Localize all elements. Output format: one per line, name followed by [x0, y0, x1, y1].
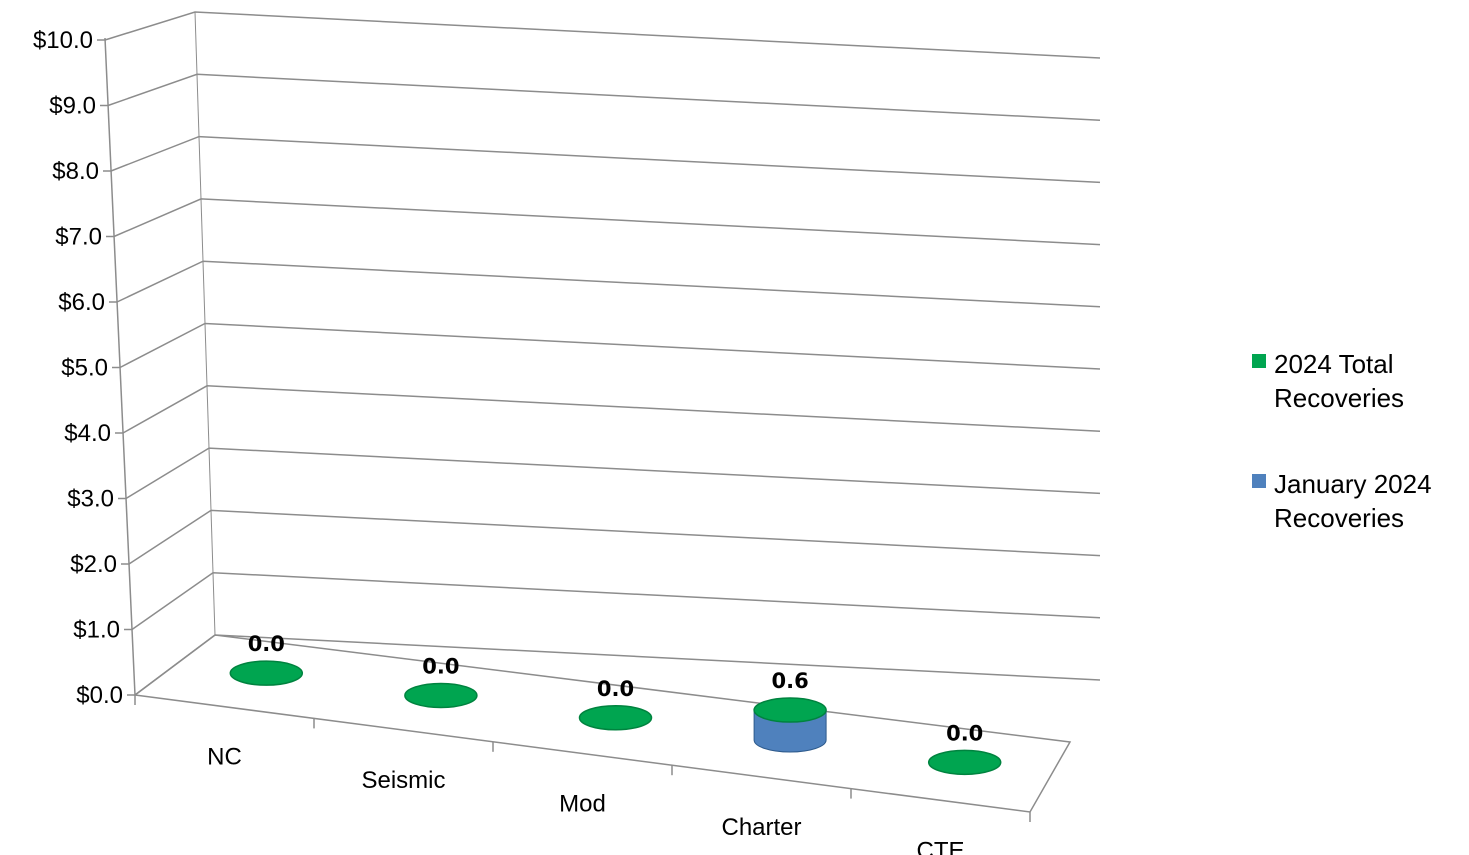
bar-top: [404, 682, 478, 709]
bar-top: [578, 705, 653, 731]
y-tick-label: $8.0: [52, 158, 99, 185]
gridline: [116, 260, 1101, 308]
category-label: CTE: [917, 837, 965, 855]
data-label: 0.0: [248, 632, 285, 656]
data-label: 0.0: [597, 677, 634, 701]
bars: [229, 660, 1002, 776]
chart-walls: [104, 11, 1072, 813]
gridline: [128, 509, 1101, 565]
gridline: [119, 322, 1101, 370]
y-tick-label: $6.0: [58, 289, 105, 316]
gridline: [122, 385, 1101, 434]
category-label: NC: [207, 744, 242, 771]
data-label: 0.0: [946, 721, 983, 745]
legend: 2024 Total Recoveries January 2024 Recoveri…: [1252, 349, 1432, 533]
legend-swatch: [1252, 354, 1266, 368]
gridline: [125, 447, 1101, 500]
bar-top: [229, 660, 304, 686]
y-tick-label: $9.0: [49, 93, 96, 120]
data-label: 0.6: [771, 669, 808, 693]
data-label: 0.0: [422, 654, 459, 678]
legend-label: Recoveries: [1274, 503, 1404, 533]
y-tick-label: $2.0: [70, 551, 117, 578]
bar-top: [753, 697, 827, 723]
data-labels: 0.0 0.0 0.0 0.6 0.0: [248, 632, 984, 745]
legend-label: 2024 Total: [1274, 349, 1394, 379]
gridline: [110, 135, 1101, 184]
legend-label: Recoveries: [1274, 383, 1404, 413]
y-tick-label: $7.0: [55, 224, 102, 251]
legend-label: January 2024: [1274, 469, 1432, 499]
y-tick-label: $1.0: [73, 617, 120, 644]
category-label: Charter: [721, 814, 801, 841]
y-tick-label: $5.0: [61, 355, 108, 382]
gridline: [134, 634, 1101, 696]
x-axis-categories: NC Seismic Mod Charter CTE: [134, 695, 1031, 855]
gridline: [131, 571, 1101, 631]
gridlines: [104, 11, 1101, 696]
y-tick-label: $0.0: [76, 682, 123, 709]
y-axis-ticks: $0.0 $1.0 $2.0 $3.0 $4.0 $5.0 $6.0 $7.0 $8.0 $9.0…: [33, 27, 135, 709]
category-label: Seismic: [361, 767, 445, 794]
gridline: [113, 198, 1101, 246]
left-wall-edge: [104, 37, 136, 696]
category-label: Mod: [559, 791, 606, 818]
gridline: [104, 11, 1101, 59]
y-tick-label: $4.0: [64, 420, 111, 447]
bar-top: [927, 749, 1002, 776]
gridline: [107, 73, 1101, 121]
y-tick-label: $3.0: [67, 486, 114, 513]
y-tick-label: $10.0: [33, 27, 93, 54]
legend-swatch: [1252, 474, 1266, 488]
